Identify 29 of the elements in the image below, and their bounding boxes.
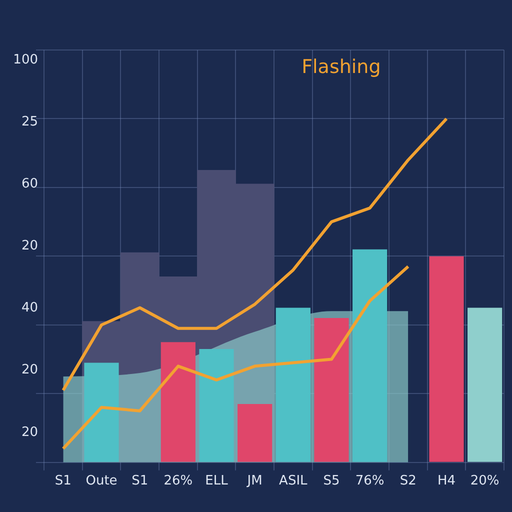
- x-tick-label: 20%: [470, 474, 500, 489]
- bar: [429, 256, 464, 462]
- x-tick-label: Oute: [86, 474, 118, 489]
- bar: [314, 318, 349, 462]
- bar: [352, 249, 388, 462]
- x-tick-label: JM: [246, 474, 262, 489]
- bar: [468, 308, 502, 462]
- x-tick-label: S1: [132, 474, 148, 489]
- bar: [276, 308, 310, 462]
- bar: [199, 348, 234, 462]
- x-tick-label: 76%: [355, 474, 384, 489]
- x-tick-label: S1: [54, 474, 72, 489]
- text: 100: [13, 52, 38, 68]
- text: Flashing: [302, 56, 381, 78]
- x-tick-label: ELL: [205, 474, 229, 489]
- x-tick-label: S5: [323, 474, 340, 489]
- text: 20: [21, 362, 38, 378]
- text: 40: [21, 300, 38, 316]
- text: 20: [21, 424, 38, 440]
- bar: [238, 404, 272, 462]
- text: 60: [21, 176, 38, 192]
- x-tick-label: S2: [400, 474, 416, 489]
- x-tick-label: H4: [437, 474, 456, 489]
- text: 25: [21, 114, 38, 130]
- x-tick-label: ASIL: [279, 474, 308, 489]
- text: 20: [21, 238, 38, 254]
- bar: [160, 342, 196, 462]
- bar: [84, 362, 119, 462]
- x-tick-label: 26%: [164, 474, 193, 489]
